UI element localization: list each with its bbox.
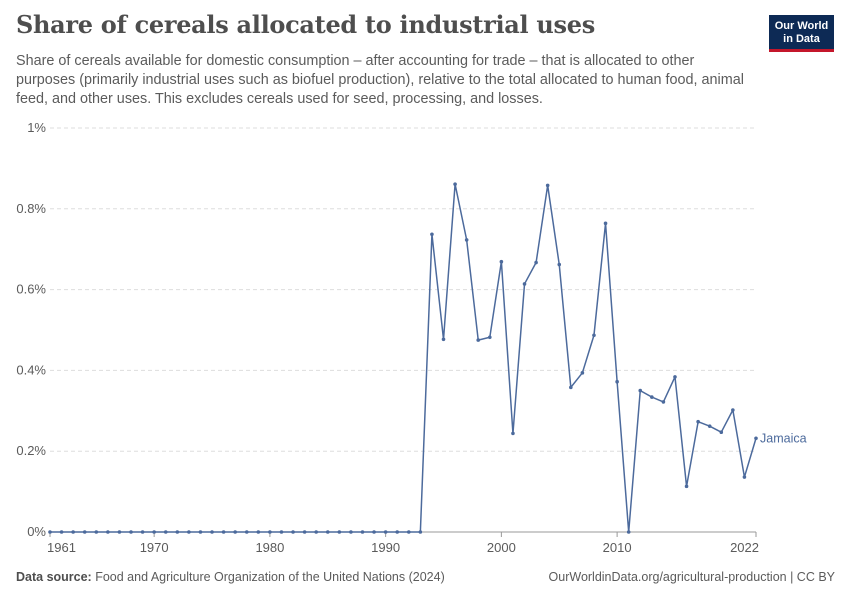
data-point [650,395,654,399]
logo-line-2: in Data [783,32,820,45]
x-tick-label: 1961 [47,540,76,555]
data-point [661,400,666,404]
data-point [673,375,677,379]
data-point [603,221,608,226]
data-point [684,484,689,489]
data-point [129,530,133,534]
data-point [476,338,481,342]
data-point [557,262,562,267]
data-source-label: Data source: [16,570,92,584]
x-tick-label: 2022 [730,540,759,555]
data-point [707,424,712,428]
data-point [430,232,434,237]
data-point [325,530,330,534]
data-point [499,259,504,264]
data-point [291,530,295,534]
source-url-link[interactable]: OurWorldinData.org/agricultural-producti… [548,570,835,584]
data-point [140,530,145,534]
data-point [580,371,585,375]
y-tick-label: 1% [27,120,46,135]
data-point [268,530,272,534]
y-tick-label: 0% [27,524,46,539]
data-point [696,419,700,424]
data-point [360,530,365,534]
data-point [569,385,573,390]
x-tick-label: 1980 [255,540,284,555]
data-point [94,530,99,534]
data-point [488,335,492,340]
data-point [210,530,214,534]
data-point [383,530,388,534]
data-point [511,431,515,436]
x-tick-label: 2010 [603,540,632,555]
data-point [187,530,191,534]
owid-logo[interactable]: Our World in Data [769,15,834,52]
data-point [233,530,237,534]
y-tick-label: 0.6% [16,282,46,297]
data-point [314,530,318,534]
y-tick-label: 0.8% [16,201,46,216]
data-point [545,183,550,188]
data-point [522,282,527,286]
data-point [302,530,307,534]
x-tick-label: 1990 [371,540,400,555]
data-source-text: Food and Agriculture Organization of the… [95,570,445,584]
series-line-jamaica [50,183,757,533]
data-point [152,530,156,534]
data-point [279,530,284,534]
data-point [71,530,75,534]
y-tick-label: 0.2% [16,443,46,458]
y-tick-label: 0.4% [16,362,46,377]
data-point [626,530,631,534]
data-point [534,260,538,265]
data-point [198,530,203,534]
data-point [221,530,226,534]
data-point [592,333,596,338]
data-point [615,379,619,384]
logo-line-1: Our World [774,20,829,32]
data-point [244,530,249,534]
data-point [453,182,457,186]
data-point [106,530,110,534]
chart-subtitle: Share of cereals available for domestic … [16,53,744,107]
data-point [372,530,376,534]
data-point [82,530,87,534]
x-tick-label: 1970 [140,540,169,555]
data-point [441,337,446,342]
series-label: Jamaica [760,431,807,445]
data-point [48,530,52,534]
data-point [337,530,342,534]
data-point [117,530,122,534]
data-point [163,530,168,534]
data-point [175,530,180,534]
data-point [731,408,735,412]
data-point [638,388,643,393]
data-point [349,530,353,534]
data-source: Data source: Food and Agriculture Organi… [16,570,445,584]
data-point [464,238,469,242]
data-point [59,530,64,534]
data-point [395,530,400,534]
x-tick-label: 2000 [487,540,516,555]
data-point [754,436,758,441]
data-point [418,530,423,534]
data-point [406,530,411,534]
chart-title: Share of cereals allocated to industrial… [16,10,595,39]
data-point [742,475,747,479]
data-point [719,430,724,435]
data-point [256,530,261,534]
